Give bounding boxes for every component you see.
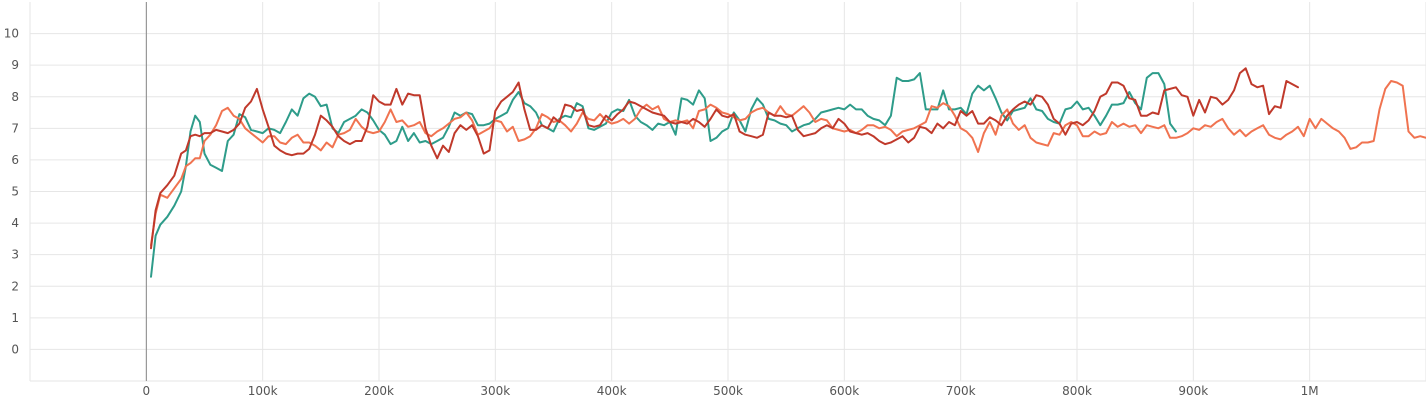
- y-tick-label: 10: [4, 27, 19, 41]
- x-tick-label: 800k: [1062, 384, 1092, 398]
- x-tick-label: 300k: [480, 384, 510, 398]
- series-lines: [150, 67, 1426, 278]
- x-tick-label: 200k: [364, 384, 394, 398]
- horizontal-gridlines: [30, 33, 1426, 382]
- x-axis-tick-labels: 0 100k 200k 300k 400k 500k 600k 700k 800k 900k 1M: [143, 384, 1319, 398]
- x-tick-label: 1M: [1301, 384, 1319, 398]
- x-tick-label: 0: [143, 384, 151, 398]
- y-tick-label: 8: [11, 90, 19, 104]
- x-tick-label: 100k: [248, 384, 278, 398]
- y-tick-label: 0: [11, 342, 19, 356]
- x-tick-label: 400k: [597, 384, 627, 398]
- x-tick-label: 700k: [946, 384, 976, 398]
- series-line-3: [150, 67, 1299, 250]
- y-tick-label: 9: [11, 58, 19, 72]
- y-tick-label: 6: [11, 153, 19, 167]
- y-axis-tick-labels: 0 1 2 3 4 5 6 7 8 9 10: [4, 27, 19, 357]
- series-line-2: [150, 80, 1426, 247]
- y-tick-label: 4: [11, 216, 19, 230]
- x-tick-label: 600k: [829, 384, 859, 398]
- y-tick-label: 2: [11, 279, 19, 293]
- y-tick-label: 1: [11, 311, 19, 325]
- y-tick-label: 5: [11, 185, 19, 199]
- x-tick-label: 900k: [1178, 384, 1208, 398]
- x-tick-label: 500k: [713, 384, 743, 398]
- y-tick-label: 7: [11, 121, 19, 135]
- series-line-1: [150, 72, 1177, 278]
- y-tick-label: 3: [11, 248, 19, 262]
